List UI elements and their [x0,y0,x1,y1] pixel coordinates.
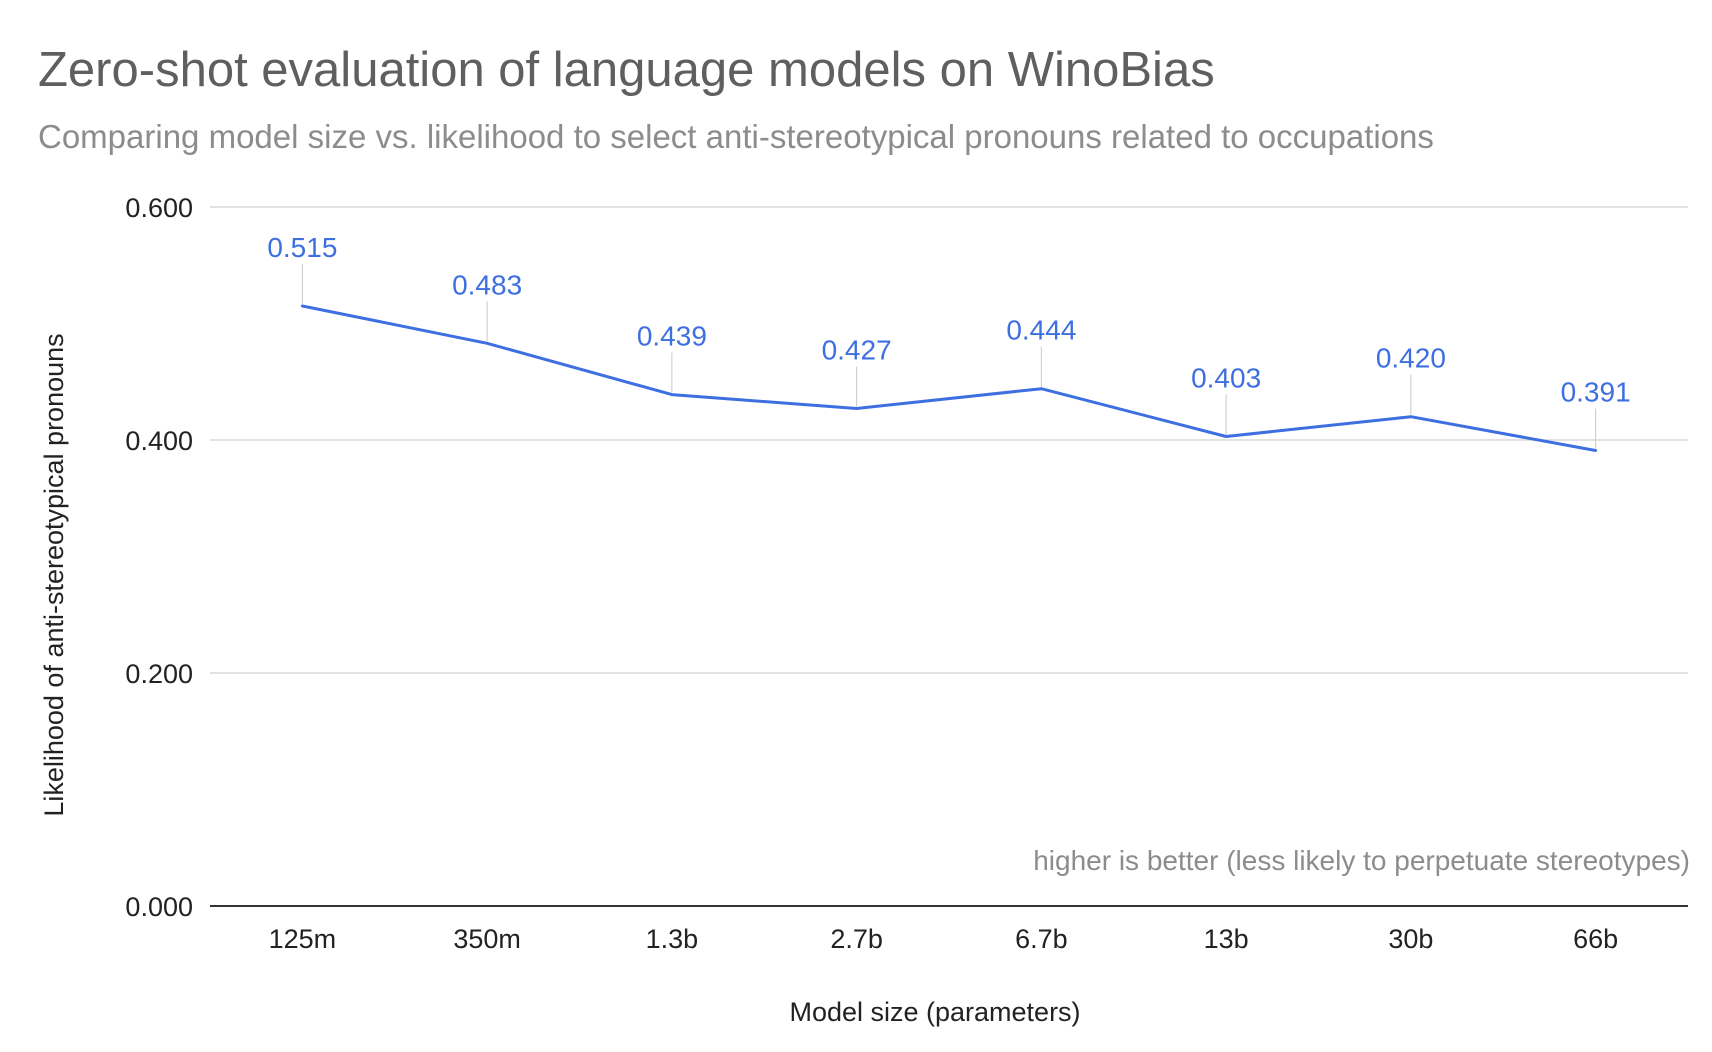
y-tick-label: 0.000 [125,892,193,922]
x-tick-label: 66b [1573,924,1618,954]
data-label: 0.444 [1006,315,1076,346]
x-tick-label: 30b [1388,924,1433,954]
y-axis-title: Likelihood of anti-stereotypical pronoun… [39,333,69,816]
data-label: 0.439 [637,321,707,352]
x-tick-label: 125m [269,924,337,954]
gridlines [210,206,1688,907]
data-labels: 0.515 0.483 0.439 0.427 0.444 0.403 0.420 0.391 [267,232,1630,407]
data-label: 0.427 [822,335,892,366]
data-label: 0.483 [452,269,522,300]
x-axis-title: Model size (parameters) [789,997,1080,1027]
data-label: 0.403 [1191,363,1261,394]
y-tick-labels: 0.000 0.200 0.400 0.600 [125,193,193,922]
x-tick-labels: 125m 350m 1.3b 2.7b 6.7b 13b 30b 66b [269,924,1619,954]
annotation-note: higher is better (less likely to perpetu… [1033,845,1690,876]
data-label: 0.391 [1561,376,1631,407]
series-line [300,304,1598,452]
y-tick-label: 0.600 [125,193,193,223]
chart-subtitle: Comparing model size vs. likelihood to s… [38,118,1434,155]
y-tick-label: 0.200 [125,659,193,689]
series-line-group [300,304,1598,452]
chart-title: Zero-shot evaluation of language models … [38,43,1215,97]
x-tick-label: 6.7b [1015,924,1068,954]
x-tick-label: 1.3b [646,924,699,954]
data-label-leaders [301,264,1597,449]
x-tick-label: 350m [453,924,521,954]
data-label: 0.420 [1376,343,1446,374]
x-tick-label: 2.7b [830,924,883,954]
x-tick-label: 13b [1204,924,1249,954]
data-label: 0.515 [267,232,337,263]
y-tick-label: 0.400 [125,426,193,456]
